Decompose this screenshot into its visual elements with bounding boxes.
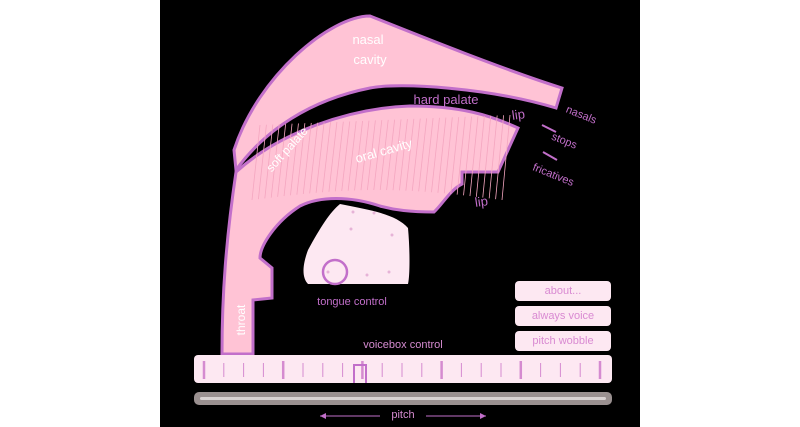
tongue-control-label: tongue control bbox=[317, 296, 387, 308]
nasal-cavity bbox=[232, 14, 564, 175]
pitch-label-group: pitch bbox=[320, 409, 486, 423]
hard-palate-label: hard palate bbox=[413, 92, 478, 107]
tongue-control-handle[interactable] bbox=[321, 258, 349, 286]
nasal-cavity-label-line1: nasal bbox=[352, 32, 383, 47]
tongue-area bbox=[303, 204, 410, 284]
place-ticks bbox=[541, 124, 558, 161]
pitch-slider[interactable] bbox=[194, 392, 612, 405]
nasal-cavity-label-line2: cavity bbox=[353, 52, 387, 67]
vocal-tract-diagram[interactable]: nasal cavity hard palate soft palate ora… bbox=[160, 0, 640, 427]
pitch-label: pitch bbox=[391, 409, 415, 421]
voicebox-keyboard bbox=[202, 361, 602, 386]
voicebox-control[interactable] bbox=[194, 355, 612, 386]
throat-label: throat bbox=[234, 304, 248, 335]
lip-upper-label: lip bbox=[511, 106, 526, 123]
voicebox-handle[interactable] bbox=[353, 364, 367, 386]
pitch-arrows bbox=[320, 413, 486, 419]
stops-label: stops bbox=[550, 131, 579, 152]
pitch-slider-track bbox=[200, 397, 606, 400]
oral-cavity bbox=[220, 104, 520, 356]
fricatives-label: fricatives bbox=[531, 162, 576, 190]
oral-cavity-stripes bbox=[251, 114, 511, 201]
tongue-dots bbox=[326, 210, 394, 277]
nasals-label: nasals bbox=[564, 104, 598, 127]
about-button[interactable]: about... bbox=[515, 281, 611, 301]
pitch-wobble-button[interactable]: pitch wobble bbox=[515, 331, 611, 351]
always-voice-button[interactable]: always voice bbox=[515, 306, 611, 326]
voicebox-control-label: voicebox control bbox=[363, 339, 443, 351]
lip-lower-label: lip bbox=[474, 193, 489, 210]
pink-trombone-stage: nasal cavity hard palate soft palate ora… bbox=[160, 0, 640, 427]
